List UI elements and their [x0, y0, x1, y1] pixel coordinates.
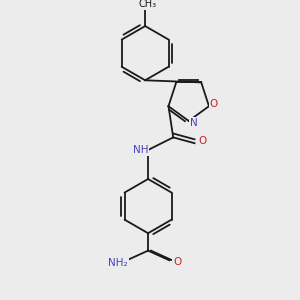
Text: CH₃: CH₃ — [138, 0, 156, 9]
Text: NH: NH — [133, 145, 148, 155]
Text: O: O — [210, 99, 218, 109]
Text: NH₂: NH₂ — [108, 258, 128, 268]
Text: O: O — [198, 136, 206, 146]
Text: O: O — [173, 257, 181, 267]
Text: N: N — [190, 118, 197, 128]
